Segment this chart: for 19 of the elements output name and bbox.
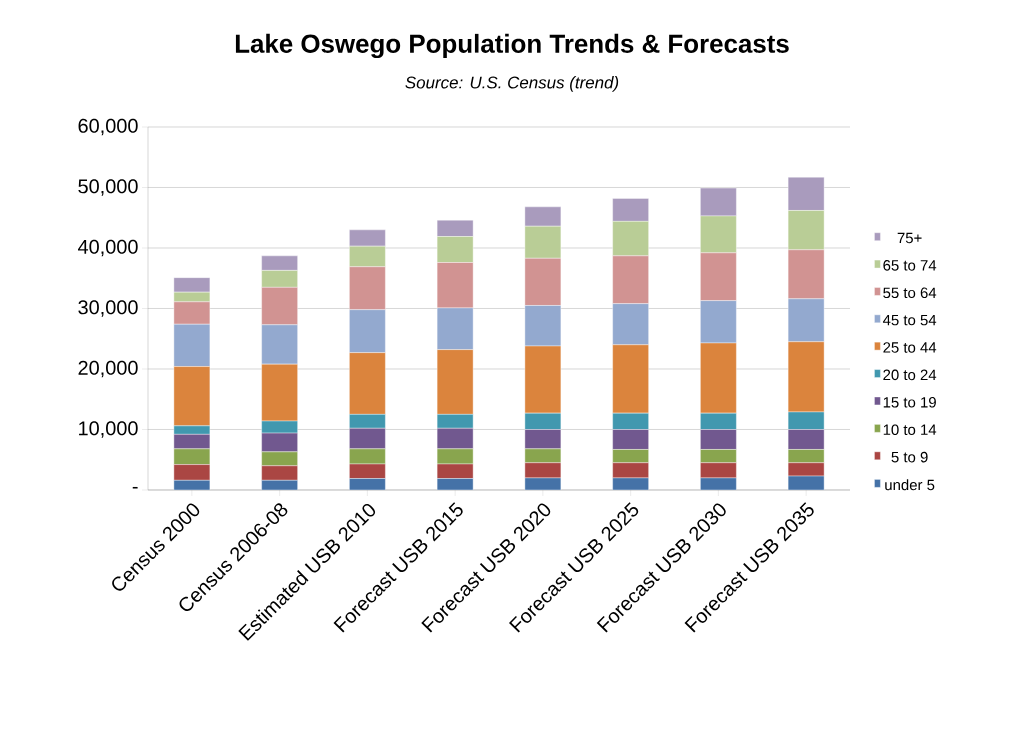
y-tick-label: 50,000 (78, 179, 138, 196)
legend-label: 45 to 54 (882, 314, 937, 326)
y-tick-label: 60,000 (78, 118, 138, 136)
legend-label: 65 to 74 (883, 260, 937, 271)
y-tick-label: 30,000 (78, 300, 138, 317)
chart-title: Lake Oswego Population Trends & Forecasts (235, 33, 789, 59)
legend-label: 25 to 44 (883, 342, 937, 353)
legend-label: under 5 (885, 479, 935, 491)
y-tick-label: - (132, 486, 138, 489)
legend-label: 20 to 24 (883, 369, 937, 381)
y-tick-label: 20,000 (78, 360, 138, 378)
y-tick-label: 40,000 (78, 239, 138, 257)
chart-subtitle: Source: U.S. Census (trend) (405, 76, 619, 92)
legend-label: 55 to 64 (883, 287, 937, 299)
y-tick-label: 10,000 (79, 421, 138, 438)
legend-label: 10 to 14 (883, 424, 937, 435)
legend-label: 75+ (897, 232, 922, 244)
legend-label: 15 to 19 (883, 396, 936, 408)
legend-label: 5 to 9 (891, 451, 928, 463)
